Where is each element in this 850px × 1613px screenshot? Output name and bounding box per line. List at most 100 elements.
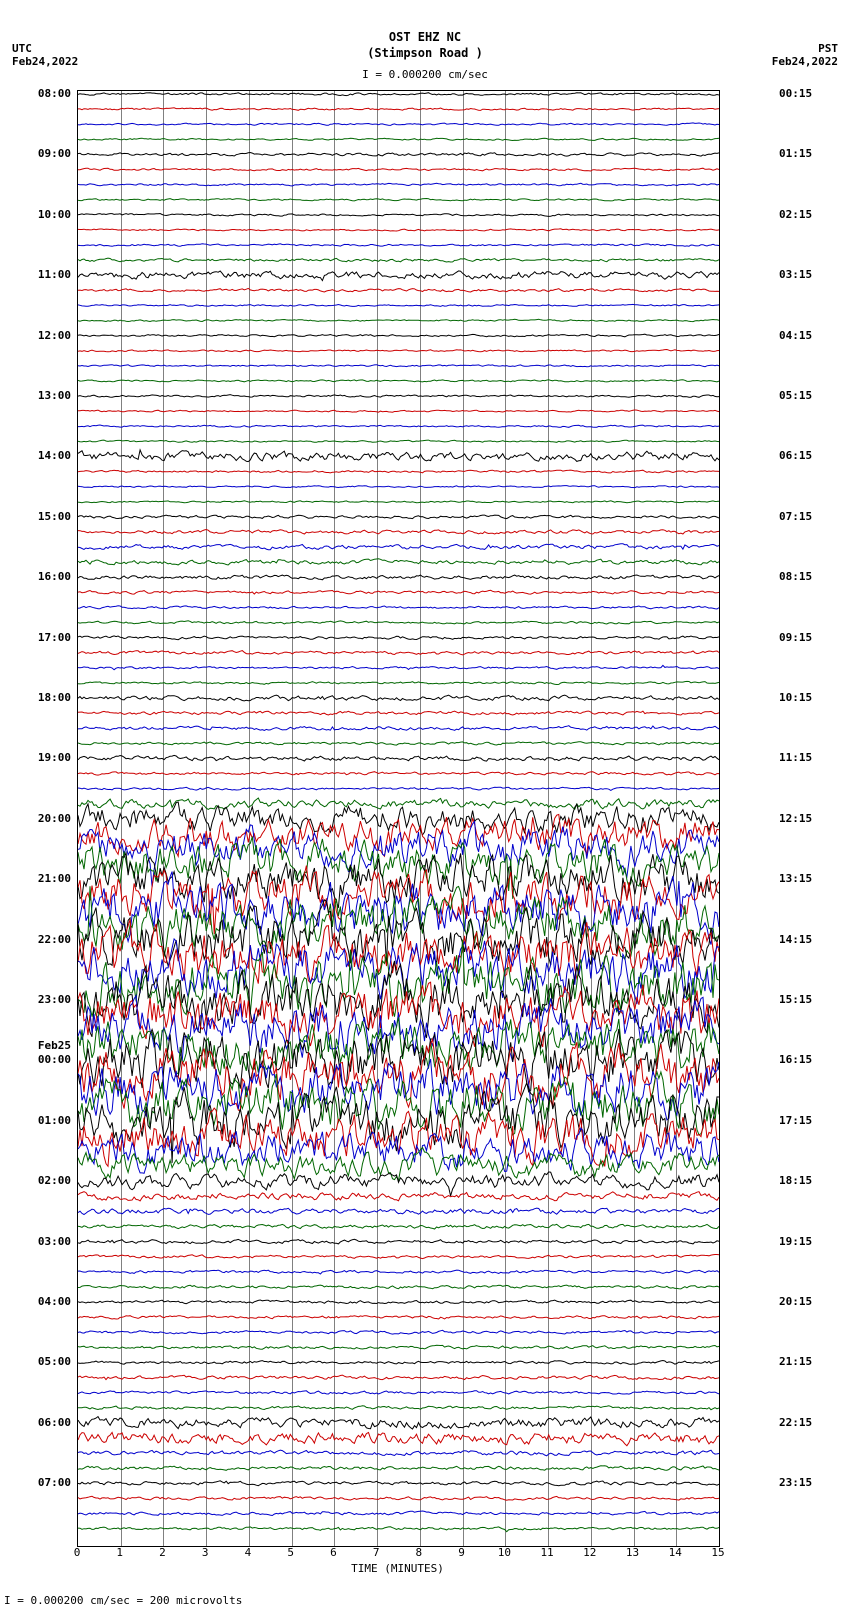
- seismic-trace: [78, 138, 719, 140]
- right-hour: 21:15: [779, 1355, 812, 1368]
- seismic-trace: [78, 1330, 719, 1334]
- seismic-trace: [78, 199, 719, 201]
- seismic-trace: [78, 380, 719, 382]
- seismic-trace: [78, 1361, 719, 1365]
- seismic-trace: [78, 440, 719, 442]
- right-hour: 04:15: [779, 329, 812, 342]
- left-hour: 04:00: [38, 1295, 71, 1308]
- seismic-trace: [78, 501, 719, 503]
- seismic-trace: [78, 515, 719, 519]
- seismic-trace: [78, 395, 719, 398]
- left-hour: 01:00: [38, 1114, 71, 1127]
- right-hour: 20:15: [779, 1295, 812, 1308]
- left-timezone: UTC Feb24,2022: [12, 42, 78, 68]
- x-tick: 13: [626, 1546, 639, 1559]
- seismic-trace: [78, 606, 719, 609]
- left-hour: 06:00: [38, 1416, 71, 1429]
- left-hour: 05:00: [38, 1355, 71, 1368]
- seismic-trace: [78, 1208, 719, 1214]
- x-tick: 6: [330, 1546, 337, 1559]
- right-hour: 19:15: [779, 1235, 812, 1248]
- seismic-trace: [78, 304, 719, 306]
- seismic-trace: [78, 961, 719, 1038]
- left-hour: 19:00: [38, 751, 71, 764]
- x-tick: 10: [498, 1546, 511, 1559]
- seismic-trace: [78, 1450, 719, 1456]
- seismic-trace: [78, 1316, 719, 1319]
- left-hour: 00:00: [38, 1053, 71, 1066]
- seismic-trace: [78, 1270, 719, 1274]
- seismic-trace: [78, 590, 719, 594]
- seismic-trace: [78, 665, 719, 669]
- tz-left-label: UTC: [12, 42, 78, 55]
- x-tick: 1: [116, 1546, 123, 1559]
- seismic-trace: [78, 755, 719, 761]
- right-hour: 17:15: [779, 1114, 812, 1127]
- seismic-trace: [78, 1255, 719, 1259]
- x-tick: 0: [74, 1546, 81, 1559]
- seismic-trace: [78, 168, 719, 171]
- x-tick: 2: [159, 1546, 166, 1559]
- seismic-trace: [78, 919, 719, 983]
- seismic-trace: [78, 229, 719, 231]
- right-hour: 01:15: [779, 147, 812, 160]
- seismic-trace: [78, 1345, 719, 1349]
- seismic-trace: [78, 621, 719, 624]
- seismic-trace: [78, 1239, 719, 1244]
- right-hour: 06:15: [779, 449, 812, 462]
- seismic-trace: [78, 470, 719, 473]
- seismic-trace: [78, 486, 719, 488]
- left-hour: 02:00: [38, 1174, 71, 1187]
- left-hour: 11:00: [38, 268, 71, 281]
- tz-right-label: PST: [772, 42, 838, 55]
- seismic-trace: [78, 365, 719, 367]
- seismic-trace: [78, 787, 719, 790]
- seismic-trace: [78, 214, 719, 217]
- seismic-trace: [78, 108, 719, 111]
- left-hour: 23:00: [38, 993, 71, 1006]
- right-hour: 02:15: [779, 208, 812, 221]
- left-hour: 21:00: [38, 872, 71, 885]
- right-hour: 13:15: [779, 872, 812, 885]
- seismic-trace: [78, 271, 719, 281]
- right-timezone: PST Feb24,2022: [772, 42, 838, 68]
- seismic-trace: [78, 1128, 719, 1173]
- seismic-trace: [78, 695, 719, 701]
- seismic-trace: [78, 319, 719, 321]
- left-hour: 12:00: [38, 329, 71, 342]
- tz-right-date: Feb24,2022: [772, 55, 838, 68]
- left-hour: 07:00: [38, 1476, 71, 1489]
- left-hour: 09:00: [38, 147, 71, 160]
- left-hour: 20:00: [38, 812, 71, 825]
- right-hour: 10:15: [779, 691, 812, 704]
- seismogram-plot: [77, 90, 720, 1547]
- seismic-trace: [78, 1496, 719, 1500]
- seismic-trace: [78, 93, 719, 96]
- right-hour: 18:15: [779, 1174, 812, 1187]
- x-tick: 9: [458, 1546, 465, 1559]
- left-hour: 15:00: [38, 510, 71, 523]
- seismic-trace: [78, 1391, 719, 1394]
- x-axis-label: TIME (MINUTES): [77, 1562, 718, 1575]
- scale-symbol: I: [362, 68, 369, 81]
- right-hour: 03:15: [779, 268, 812, 281]
- x-tick: 11: [540, 1546, 553, 1559]
- seismic-trace: [78, 1172, 719, 1196]
- seismic-trace: [78, 1224, 719, 1229]
- seismic-trace: [78, 350, 719, 352]
- seismic-trace: [78, 742, 719, 745]
- seismic-trace: [78, 651, 719, 655]
- right-hour: 00:15: [779, 87, 812, 100]
- left-hour: 16:00: [38, 570, 71, 583]
- seismic-trace: [78, 1300, 719, 1304]
- seismic-trace: [78, 123, 719, 126]
- seismic-trace: [78, 425, 719, 427]
- seismic-trace: [78, 575, 719, 580]
- seismic-trace: [78, 802, 719, 835]
- left-hour: 10:00: [38, 208, 71, 221]
- x-tick: 3: [202, 1546, 209, 1559]
- seismic-trace: [78, 183, 719, 186]
- left-day2: Feb25: [38, 1039, 71, 1052]
- seismic-trace: [78, 681, 719, 684]
- tz-left-date: Feb24,2022: [12, 55, 78, 68]
